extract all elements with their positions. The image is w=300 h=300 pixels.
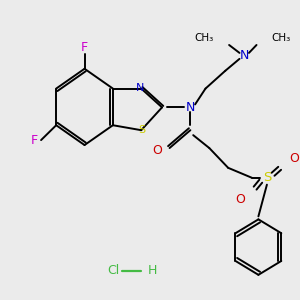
Text: S: S: [139, 125, 146, 135]
Text: CH₃: CH₃: [272, 33, 291, 43]
Text: H: H: [148, 264, 157, 278]
Text: S: S: [263, 171, 271, 184]
Text: O: O: [235, 193, 245, 206]
Text: N: N: [186, 101, 195, 114]
Text: O: O: [290, 152, 299, 165]
Text: F: F: [31, 134, 38, 147]
Text: O: O: [152, 143, 162, 157]
Text: N: N: [239, 50, 249, 62]
Text: F: F: [81, 41, 88, 55]
Text: CH₃: CH₃: [195, 33, 214, 43]
Text: N: N: [136, 82, 145, 93]
Text: Cl: Cl: [107, 264, 119, 278]
